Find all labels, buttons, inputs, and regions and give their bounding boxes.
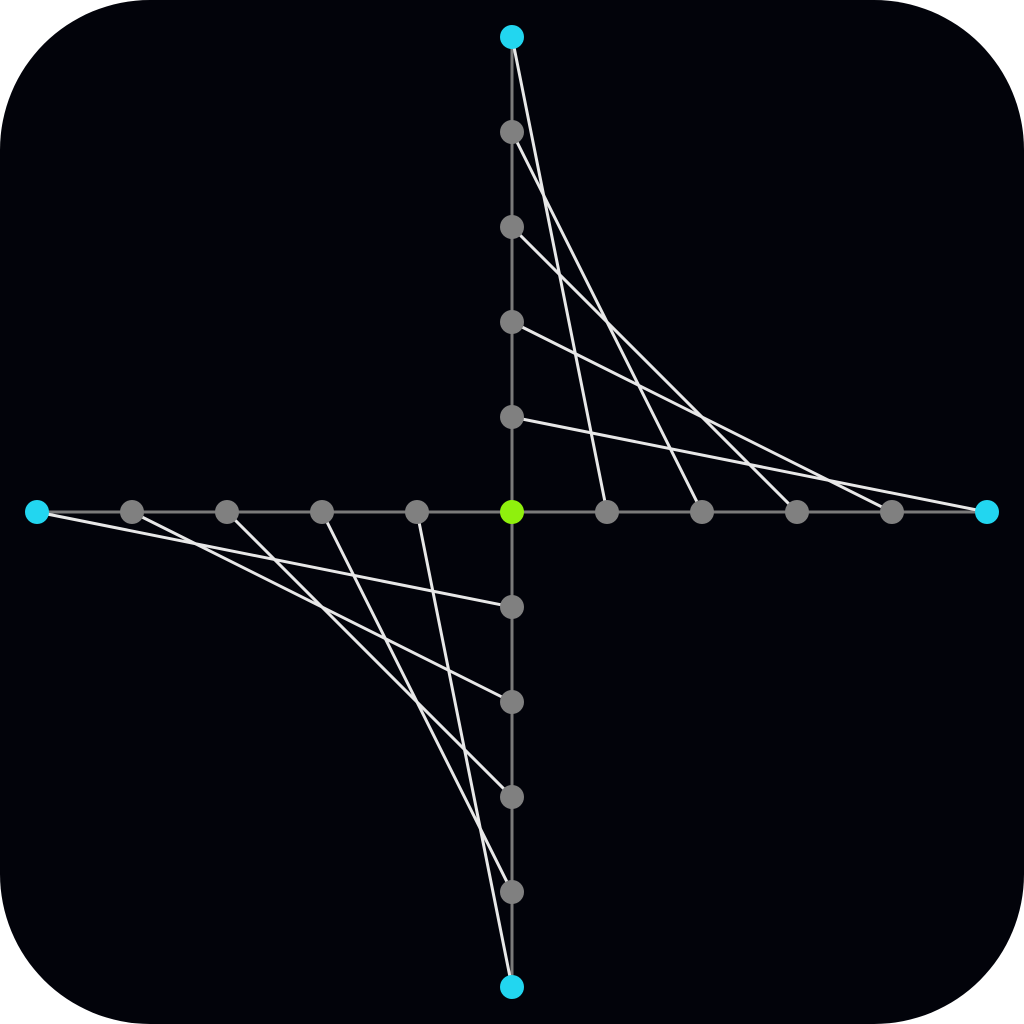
axis-node	[500, 880, 524, 904]
axis-node	[500, 310, 524, 334]
axis-endpoint-node	[975, 500, 999, 524]
axis-node	[500, 120, 524, 144]
origin-node	[500, 500, 524, 524]
axis-node	[500, 595, 524, 619]
string-line-upper-right	[510, 35, 609, 514]
string-line-lower-left	[415, 510, 514, 989]
strings-group	[35, 35, 989, 989]
axis-endpoint-node	[500, 25, 524, 49]
axis-node	[595, 500, 619, 524]
axis-node	[215, 500, 239, 524]
axis-node	[500, 405, 524, 429]
axis-node	[500, 785, 524, 809]
axis-endpoint-node	[25, 500, 49, 524]
axis-node	[120, 500, 144, 524]
nodes-group	[25, 25, 999, 999]
axis-node	[405, 500, 429, 524]
axis-node	[500, 690, 524, 714]
axis-endpoint-node	[500, 975, 524, 999]
axis-node	[785, 500, 809, 524]
axis-node	[690, 500, 714, 524]
axis-node	[500, 215, 524, 239]
axis-node	[310, 500, 334, 524]
axis-node	[880, 500, 904, 524]
